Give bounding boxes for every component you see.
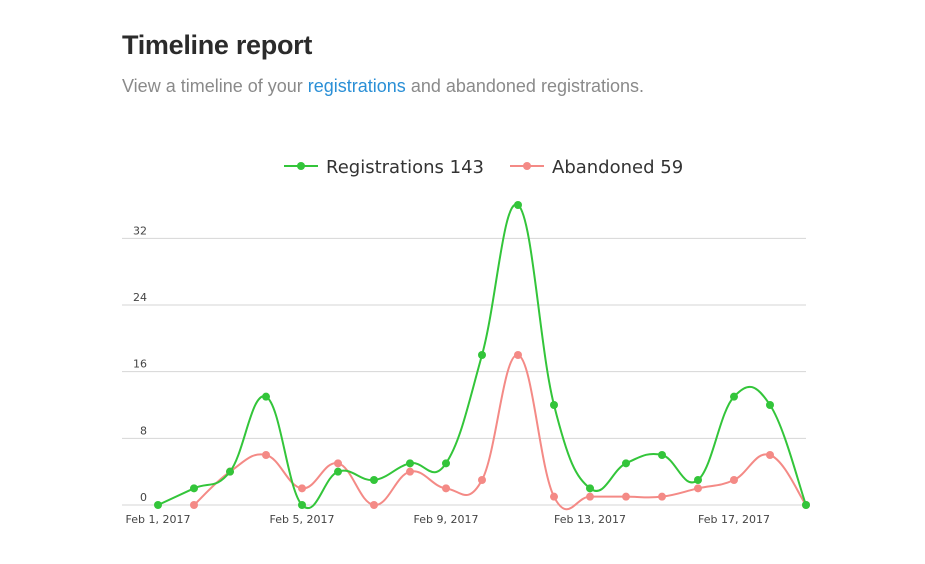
registrations-link[interactable]: registrations — [307, 76, 406, 96]
series-line-abandoned — [193, 354, 807, 511]
data-point[interactable] — [298, 501, 306, 509]
data-point[interactable] — [658, 451, 666, 459]
legend-swatch-dot — [297, 162, 305, 170]
data-point[interactable] — [694, 476, 702, 484]
data-point[interactable] — [154, 501, 162, 509]
data-point[interactable] — [406, 459, 414, 468]
x-tick-label: Feb 9, 2017 — [414, 513, 479, 526]
data-point[interactable] — [802, 501, 810, 509]
chart-legend: Registrations 143 Abandoned 59 — [284, 157, 683, 178]
data-point[interactable] — [334, 467, 342, 476]
data-point[interactable] — [298, 484, 306, 493]
x-tick-label: Feb 13, 2017 — [554, 513, 626, 526]
grid-lines — [122, 237, 806, 506]
data-point[interactable] — [406, 467, 414, 476]
series-lines — [154, 201, 810, 511]
data-point[interactable] — [442, 484, 450, 493]
legend-item-registrations[interactable]: Registrations 143 — [284, 157, 484, 178]
data-point[interactable] — [190, 501, 198, 509]
data-point[interactable] — [370, 501, 378, 509]
data-point[interactable] — [262, 392, 270, 401]
legend-swatch-dot — [523, 162, 531, 170]
y-tick-label: 8 — [140, 424, 147, 437]
page-title: Timeline report — [122, 30, 313, 60]
series-abandoned — [190, 351, 810, 511]
data-point[interactable] — [442, 459, 450, 468]
subtitle-suffix: and abandoned registrations. — [405, 76, 644, 96]
y-tick-label: 32 — [133, 224, 147, 237]
data-point[interactable] — [226, 467, 234, 476]
page-subtitle: View a timeline of your registrations an… — [122, 76, 644, 97]
legend-label: Registrations 143 — [326, 157, 484, 178]
data-point[interactable] — [514, 351, 522, 359]
data-point[interactable] — [334, 459, 342, 468]
y-tick-label: 16 — [133, 358, 147, 371]
data-point[interactable] — [730, 476, 738, 484]
legend-label: Abandoned 59 — [552, 157, 683, 178]
data-point[interactable] — [190, 484, 198, 493]
data-point[interactable] — [694, 484, 702, 493]
data-point[interactable] — [766, 451, 774, 459]
data-point[interactable] — [478, 351, 486, 359]
data-point[interactable] — [514, 201, 522, 209]
data-point[interactable] — [658, 492, 666, 501]
data-point[interactable] — [730, 392, 738, 401]
x-tick-label: Feb 5, 2017 — [270, 513, 335, 526]
data-point[interactable] — [370, 476, 378, 484]
data-point[interactable] — [766, 401, 774, 409]
data-point[interactable] — [478, 476, 486, 484]
data-point[interactable] — [586, 492, 594, 501]
data-point[interactable] — [550, 401, 558, 409]
series-registrations — [154, 201, 810, 509]
y-tick-label: 0 — [140, 491, 147, 504]
data-point[interactable] — [262, 451, 270, 459]
data-point[interactable] — [550, 492, 558, 501]
subtitle-prefix: View a timeline of your — [122, 76, 308, 96]
y-axis-ticks: 0 8 16 24 32 — [133, 224, 147, 504]
y-tick-label: 24 — [133, 291, 147, 304]
x-tick-label: Feb 1, 2017 — [126, 513, 191, 526]
legend-item-abandoned[interactable]: Abandoned 59 — [510, 157, 683, 178]
data-point[interactable] — [586, 484, 594, 493]
x-axis-ticks: Feb 1, 2017 Feb 5, 2017 Feb 9, 2017 Feb 13,… — [126, 513, 770, 526]
x-tick-label: Feb 17, 2017 — [698, 513, 770, 526]
data-point[interactable] — [622, 492, 630, 501]
data-point[interactable] — [622, 459, 630, 468]
